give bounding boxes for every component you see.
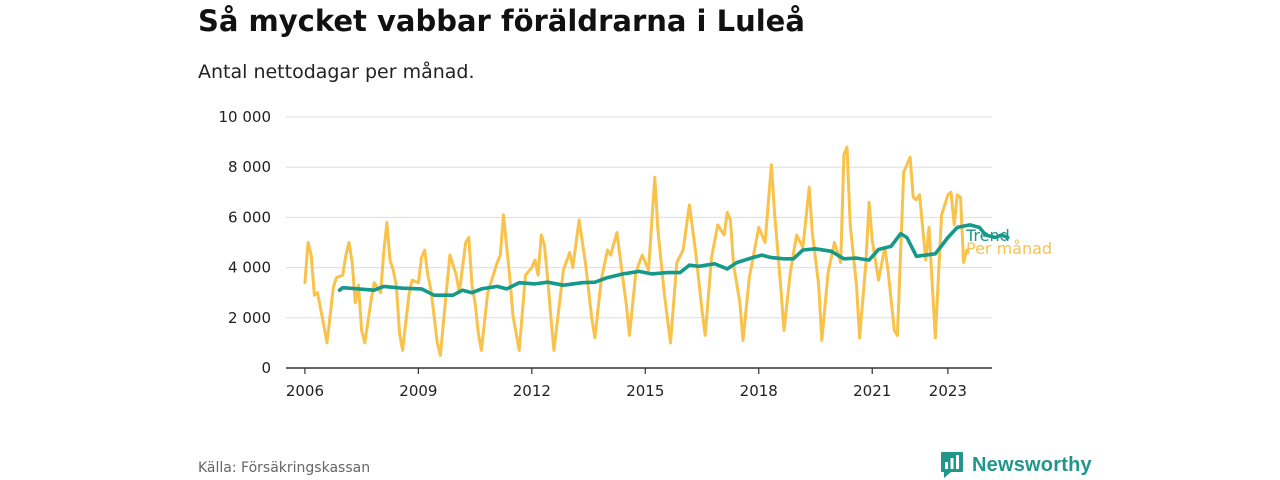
newsworthy-logo-text: Newsworthy: [972, 453, 1092, 476]
gridlines: [286, 116, 992, 369]
x-axis-ticks: 2006 2009 2012 2015 2018 2021 2023: [286, 368, 967, 400]
y-axis-ticks: 0 2 000 4 000 6 000 8 000 10 000: [219, 108, 272, 377]
x-tick-label: 2009: [399, 382, 437, 400]
series-lines: [303, 145, 1010, 357]
x-tick-label: 2021: [853, 382, 891, 400]
y-tick-label: 0: [261, 359, 271, 377]
y-tick-label: 4 000: [228, 259, 271, 277]
y-tick-label: 2 000: [228, 309, 271, 327]
monthly-series-label: Per månad: [966, 239, 1052, 258]
newsworthy-logo-icon: [941, 452, 963, 478]
y-tick-label: 8 000: [228, 158, 271, 176]
trend-series-line: [337, 223, 1010, 298]
source-note: Källa: Försäkringskassan: [198, 460, 371, 476]
trend-series-label: Trend: [965, 226, 1010, 245]
x-tick-label: 2012: [513, 382, 551, 400]
chart-title: Så mycket vabbar föräldrarna i Luleå: [198, 4, 805, 38]
line-chart: 0 2 000 4 000 6 000 8 000 10 000 2006 2009 2012…: [219, 108, 1053, 400]
monthly-series-line: [303, 145, 969, 357]
x-tick-label: 2023: [929, 382, 967, 400]
x-tick-label: 2006: [286, 382, 324, 400]
x-tick-label: 2018: [740, 382, 778, 400]
newsworthy-logo[interactable]: Newsworthy: [940, 451, 1092, 479]
x-tick-label: 2015: [626, 382, 664, 400]
chart-subtitle: Antal nettodagar per månad.: [198, 61, 475, 83]
y-tick-label: 6 000: [228, 208, 271, 226]
y-tick-label: 10 000: [219, 108, 272, 126]
